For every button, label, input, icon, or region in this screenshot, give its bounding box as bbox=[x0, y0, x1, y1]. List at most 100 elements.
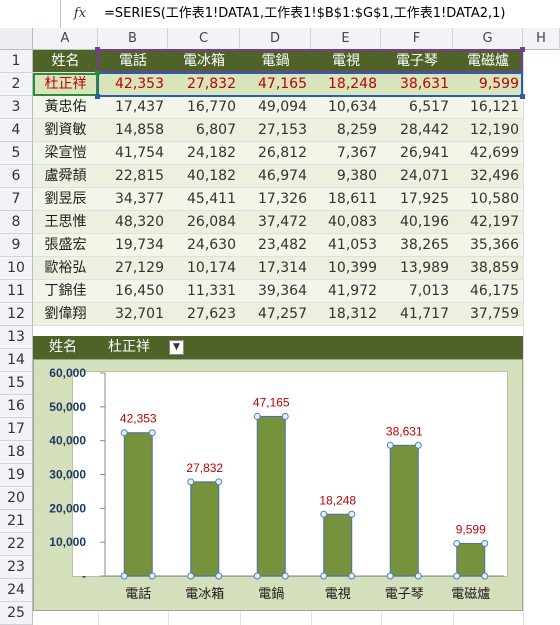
table-cell[interactable]: 17,925 bbox=[400, 191, 449, 207]
range-resize-handle[interactable] bbox=[95, 47, 100, 52]
table-cell[interactable]: 26,941 bbox=[400, 145, 449, 161]
table-cell[interactable]: 19,734 bbox=[115, 237, 164, 253]
row-header-11[interactable]: 11 bbox=[0, 280, 33, 303]
bar-電鍋[interactable] bbox=[256, 415, 286, 577]
table-cell[interactable]: 9,599 bbox=[478, 76, 519, 92]
chevron-down-icon[interactable]: ▼ bbox=[169, 340, 184, 355]
table-cell[interactable]: 27,832 bbox=[187, 76, 236, 92]
table-cell[interactable]: 17,326 bbox=[258, 191, 307, 207]
table-cell[interactable]: 劉資敏 bbox=[44, 122, 87, 138]
row-header-17[interactable]: 17 bbox=[0, 418, 33, 441]
bar-電子琴[interactable] bbox=[389, 444, 419, 577]
row-header-14[interactable]: 14 bbox=[0, 349, 33, 372]
bar-selection-handle[interactable] bbox=[414, 572, 422, 580]
row-header-3[interactable]: 3 bbox=[0, 96, 33, 119]
bar-selection-handle[interactable] bbox=[253, 412, 261, 420]
bar-selection-handle[interactable] bbox=[120, 572, 128, 580]
name-box[interactable] bbox=[0, 0, 61, 28]
bar-selection-handle[interactable] bbox=[148, 572, 156, 580]
row-header-24[interactable]: 24 bbox=[0, 579, 33, 602]
table-cell[interactable]: 劉昱辰 bbox=[44, 191, 87, 207]
row-header-4[interactable]: 4 bbox=[0, 119, 33, 142]
bar-selection-handle[interactable] bbox=[281, 572, 289, 580]
bar-selection-handle[interactable] bbox=[148, 429, 156, 437]
row-header-23[interactable]: 23 bbox=[0, 556, 33, 579]
row-header-1[interactable]: 1 bbox=[0, 50, 33, 73]
table-cell[interactable]: 42,197 bbox=[470, 214, 519, 230]
table-cell[interactable]: 38,859 bbox=[470, 260, 519, 276]
table-cell[interactable]: 42,353 bbox=[115, 76, 164, 92]
table-cell[interactable]: 10,580 bbox=[470, 191, 519, 207]
table-cell[interactable]: 16,121 bbox=[470, 99, 519, 115]
row-header-2[interactable]: 2 bbox=[0, 73, 33, 96]
bar-selection-handle[interactable] bbox=[481, 572, 489, 580]
table-cell[interactable]: 王思惟 bbox=[44, 214, 87, 230]
row-header-19[interactable]: 19 bbox=[0, 464, 33, 487]
row-header-18[interactable]: 18 bbox=[0, 441, 33, 464]
table-cell[interactable]: 41,053 bbox=[328, 237, 377, 253]
table-cell[interactable]: 24,071 bbox=[400, 168, 449, 184]
row-header-16[interactable]: 16 bbox=[0, 395, 33, 418]
table-cell[interactable]: 16,450 bbox=[115, 283, 164, 299]
table-cell[interactable]: 27,623 bbox=[187, 306, 236, 322]
bar-selection-handle[interactable] bbox=[453, 540, 461, 548]
table-cell[interactable]: 張盛宏 bbox=[44, 237, 87, 253]
table-cell[interactable]: 10,399 bbox=[328, 260, 377, 276]
table-cell[interactable]: 10,174 bbox=[187, 260, 236, 276]
table-cell[interactable]: 40,182 bbox=[187, 168, 236, 184]
table-header-cell[interactable]: 電鍋 bbox=[261, 53, 290, 69]
table-cell[interactable]: 22,815 bbox=[115, 168, 164, 184]
table-cell[interactable]: 46,175 bbox=[470, 283, 519, 299]
table-cell[interactable]: 32,701 bbox=[115, 306, 164, 322]
table-cell[interactable]: 41,717 bbox=[400, 306, 449, 322]
row-header-10[interactable]: 10 bbox=[0, 257, 33, 280]
table-header-cell[interactable]: 電視 bbox=[332, 53, 360, 69]
bar-selection-handle[interactable] bbox=[120, 429, 128, 437]
table-cell[interactable]: 41,972 bbox=[328, 283, 377, 299]
table-header-cell[interactable]: 姓名 bbox=[51, 53, 80, 69]
table-cell[interactable]: 17,314 bbox=[258, 260, 307, 276]
table-cell[interactable]: 34,377 bbox=[115, 191, 164, 207]
table-cell[interactable]: 35,366 bbox=[470, 237, 519, 253]
range-resize-handle[interactable] bbox=[95, 94, 100, 99]
row-header-15[interactable]: 15 bbox=[0, 372, 33, 395]
table-cell[interactable]: 12,190 bbox=[470, 122, 519, 138]
range-resize-handle[interactable] bbox=[95, 70, 100, 75]
table-cell[interactable]: 26,812 bbox=[258, 145, 307, 161]
row-header-7[interactable]: 7 bbox=[0, 188, 33, 211]
bar-selection-handle[interactable] bbox=[320, 510, 328, 518]
row-header-12[interactable]: 12 bbox=[0, 303, 33, 326]
table-cell[interactable]: 26,084 bbox=[187, 214, 236, 230]
table-cell[interactable]: 28,442 bbox=[400, 122, 449, 138]
table-cell[interactable]: 38,631 bbox=[400, 76, 449, 92]
table-cell[interactable]: 6,807 bbox=[195, 122, 236, 138]
bar-selection-handle[interactable] bbox=[215, 478, 223, 486]
row-header-8[interactable]: 8 bbox=[0, 211, 33, 234]
table-cell[interactable]: 24,630 bbox=[187, 237, 236, 253]
table-cell[interactable]: 劉偉翔 bbox=[44, 306, 87, 322]
bar-selection-handle[interactable] bbox=[348, 510, 356, 518]
table-cell[interactable]: 45,411 bbox=[187, 191, 236, 207]
table-cell[interactable]: 32,496 bbox=[470, 168, 519, 184]
table-cell[interactable]: 49,094 bbox=[258, 99, 307, 115]
table-cell[interactable]: 8,259 bbox=[336, 122, 377, 138]
table-cell[interactable]: 18,248 bbox=[328, 76, 377, 92]
select-all-corner[interactable] bbox=[0, 28, 33, 50]
table-cell[interactable]: 11,331 bbox=[187, 283, 236, 299]
table-cell[interactable]: 41,754 bbox=[115, 145, 164, 161]
bar-電視[interactable] bbox=[323, 513, 353, 577]
table-cell[interactable]: 17,437 bbox=[115, 99, 164, 115]
formula-input[interactable]: =SERIES(工作表1!DATA1,工作表1!$B$1:$G$1,工作表1!D… bbox=[104, 6, 506, 21]
bar-電話[interactable] bbox=[123, 432, 153, 577]
table-cell[interactable]: 盧舜頡 bbox=[44, 168, 87, 184]
table-cell[interactable]: 梁宣愷 bbox=[44, 145, 87, 161]
table-cell[interactable]: 歐裕弘 bbox=[44, 260, 87, 276]
table-cell[interactable]: 38,265 bbox=[400, 237, 449, 253]
filter-value[interactable]: 杜正祥 bbox=[108, 339, 150, 355]
table-cell[interactable]: 40,083 bbox=[328, 214, 377, 230]
table-cell[interactable]: 42,699 bbox=[470, 145, 519, 161]
range-resize-handle[interactable] bbox=[520, 47, 525, 52]
table-cell[interactable]: 46,974 bbox=[258, 168, 307, 184]
table-cell[interactable]: 14,858 bbox=[115, 122, 164, 138]
